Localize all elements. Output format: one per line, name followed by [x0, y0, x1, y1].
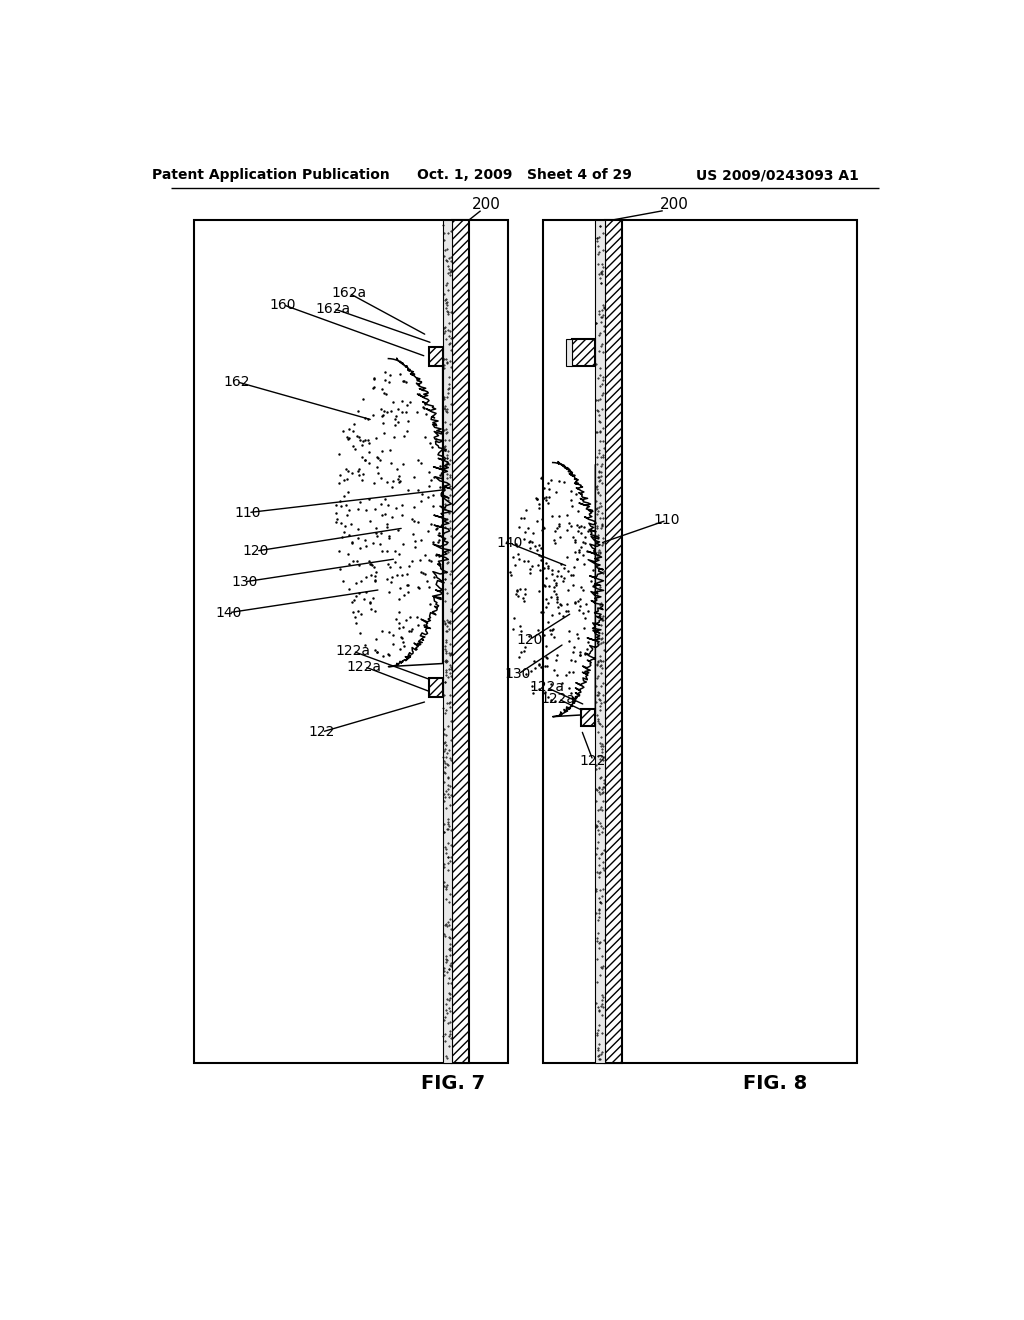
- Text: 122a: 122a: [347, 660, 382, 673]
- Bar: [604, 220, 622, 1063]
- Bar: [194, 220, 508, 1063]
- Bar: [595, 220, 604, 1063]
- Text: 162: 162: [223, 375, 250, 388]
- Text: 140: 140: [497, 536, 523, 550]
- Text: Patent Application Publication: Patent Application Publication: [153, 169, 390, 182]
- Text: 122a: 122a: [335, 644, 371, 659]
- Text: 162a: 162a: [315, 301, 351, 315]
- Text: 130: 130: [231, 576, 257, 589]
- Text: Oct. 1, 2009   Sheet 4 of 29: Oct. 1, 2009 Sheet 4 of 29: [418, 169, 632, 182]
- Bar: [452, 220, 469, 1063]
- Text: US 2009/0243093 A1: US 2009/0243093 A1: [696, 169, 859, 182]
- Text: 162a: 162a: [332, 286, 367, 300]
- Text: 122: 122: [308, 725, 335, 739]
- Bar: [566, 339, 572, 367]
- Text: 120: 120: [516, 632, 543, 647]
- Text: 110: 110: [653, 513, 680, 527]
- Text: 130: 130: [505, 668, 531, 681]
- Text: 122a: 122a: [529, 680, 564, 694]
- Text: 140: 140: [216, 606, 242, 619]
- Bar: [442, 220, 452, 1063]
- Text: 110: 110: [234, 506, 261, 520]
- Bar: [429, 678, 442, 697]
- Text: 200: 200: [472, 197, 501, 213]
- Text: 122a: 122a: [541, 692, 575, 706]
- Bar: [543, 220, 856, 1063]
- Text: FIG. 8: FIG. 8: [743, 1074, 807, 1093]
- Text: 120: 120: [243, 544, 269, 558]
- Text: 122: 122: [580, 754, 606, 767]
- Bar: [429, 347, 442, 367]
- Text: FIG. 7: FIG. 7: [422, 1074, 485, 1093]
- Bar: [582, 709, 595, 726]
- Bar: [572, 339, 595, 367]
- Text: 200: 200: [659, 197, 689, 213]
- Text: 160: 160: [269, 298, 296, 312]
